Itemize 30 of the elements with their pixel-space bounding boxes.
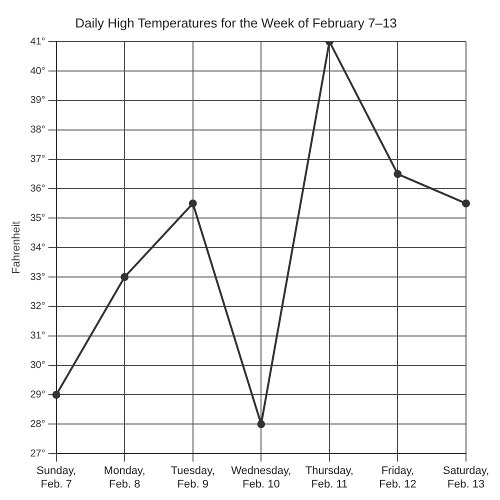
point bbox=[394, 170, 402, 178]
y-tick-label: 32° bbox=[30, 301, 46, 312]
x-tick-label: Thursday, Feb. 11 bbox=[305, 465, 354, 490]
y-tick-label: 39° bbox=[30, 95, 46, 106]
point bbox=[462, 199, 470, 208]
y-tick-label: 40° bbox=[30, 66, 46, 77]
y-tick-label: 29° bbox=[30, 389, 46, 400]
x-tick-label: Saturday, Feb. 13 bbox=[442, 465, 490, 490]
y-tick-label: 41° bbox=[30, 36, 46, 48]
point bbox=[52, 390, 60, 399]
x-tick-label: Friday, Feb. 12 bbox=[379, 465, 416, 490]
x-tick-label: Tuesday, Feb. 9 bbox=[170, 465, 215, 490]
y-tick-label: 35° bbox=[30, 212, 46, 224]
x-tick-label: Sunday, Feb. 7 bbox=[36, 465, 76, 490]
y-tick-label: 30° bbox=[30, 360, 46, 372]
y-tick-label: 28° bbox=[30, 418, 46, 430]
point bbox=[257, 420, 266, 428]
x-tick-label: Wednesday, Feb. 10 bbox=[231, 465, 292, 490]
chart-title: Daily High Temperatures for the Week of February 7–13 bbox=[75, 15, 397, 30]
y-tick-label: 36° bbox=[30, 183, 46, 194]
point bbox=[188, 199, 197, 208]
y-axis-title: Fahrenheit bbox=[10, 221, 23, 274]
y-tick-label: 33° bbox=[30, 272, 46, 283]
point bbox=[120, 273, 129, 282]
y-tick-label: 31° bbox=[30, 330, 46, 342]
x-tick-label: Monday, Feb. 8 bbox=[104, 465, 146, 490]
y-tick-label: 38° bbox=[30, 124, 46, 136]
y-tick-label: 27° bbox=[30, 448, 46, 460]
y-tick-label: 34° bbox=[30, 242, 46, 254]
y-tick-label: 37° bbox=[30, 154, 46, 166]
